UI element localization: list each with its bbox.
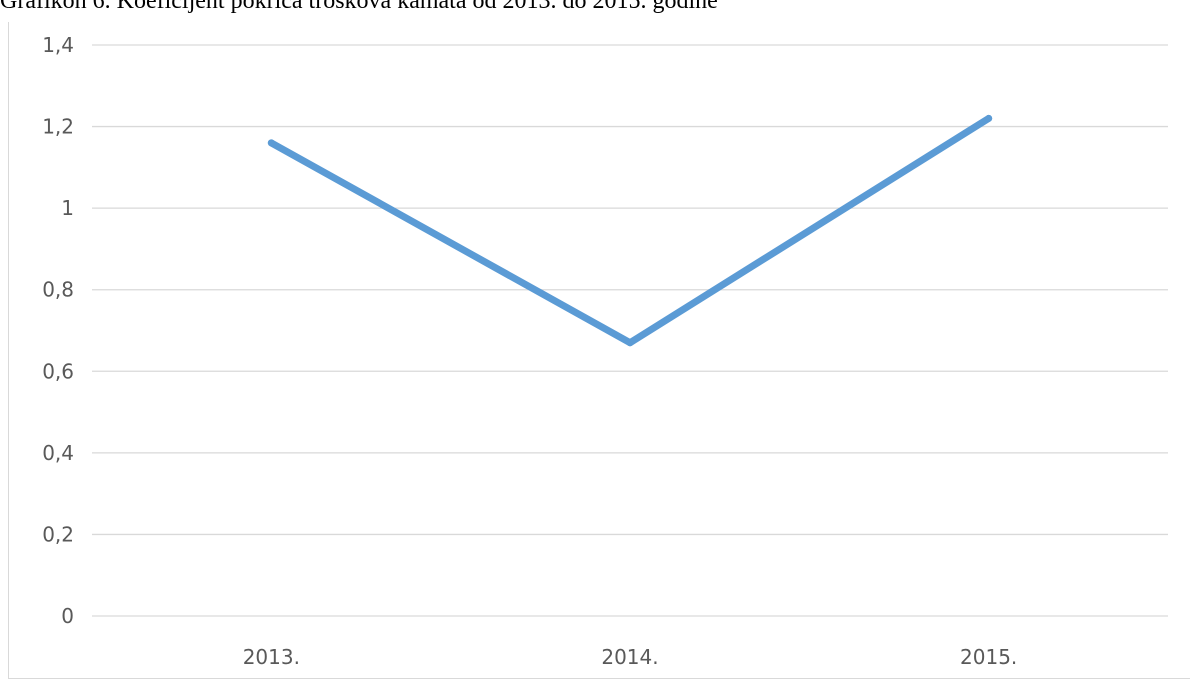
y-tick-label: 1,2: [42, 115, 74, 139]
data-point-2015.: [985, 114, 993, 122]
chart-frame: [8, 22, 1190, 679]
x-tick-label: 2014.: [601, 645, 658, 669]
data-point-2014.: [626, 339, 634, 347]
x-tick-label: 2015.: [960, 645, 1017, 669]
y-tick-label: 0,4: [42, 441, 74, 465]
y-tick-label: 1,4: [42, 33, 74, 57]
y-axis-ticks: 0 0,2 0,4 0,6 0,8 1 1,2 1,4: [42, 33, 74, 628]
y-tick-label: 0,2: [42, 522, 74, 546]
y-tick-label: 0,8: [42, 278, 74, 302]
gridlines: [92, 44, 1168, 617]
y-tick-label: 1: [61, 196, 74, 220]
series-line-0: [267, 114, 993, 347]
series-layer: [267, 114, 993, 347]
x-tick-label: 2013.: [243, 645, 300, 669]
y-tick-label: 0: [61, 604, 74, 628]
chart-caption: Grafikon 6. Koeficijent pokrića troškova…: [0, 0, 1192, 24]
x-axis-ticks: 2013. 2014. 2015.: [243, 645, 1018, 669]
y-tick-label: 0,6: [42, 359, 74, 383]
chart-caption-text: Grafikon 6. Koeficijent pokrića troškova…: [0, 0, 718, 14]
data-point-2013.: [267, 139, 275, 147]
